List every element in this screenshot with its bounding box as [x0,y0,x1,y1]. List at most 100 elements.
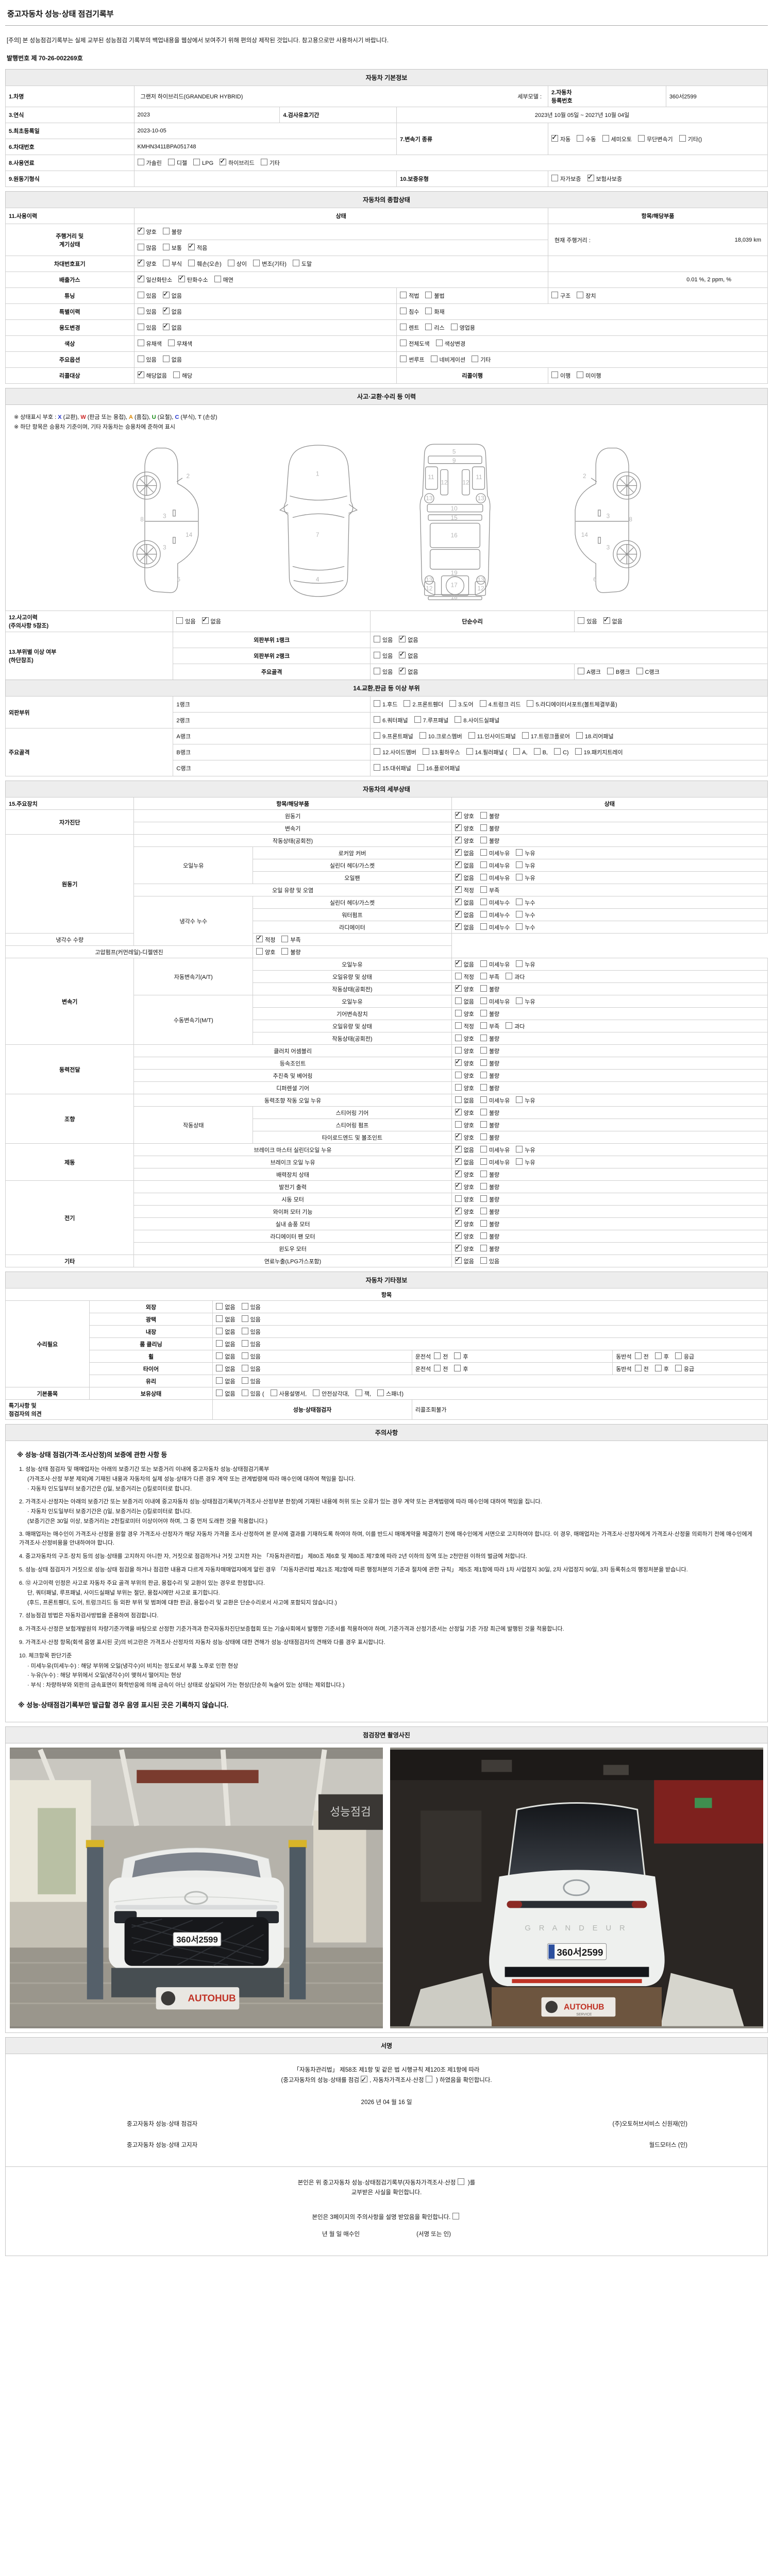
checkbox[interactable] [634,1364,642,1371]
checkbox[interactable] [162,355,170,362]
checkbox-option[interactable]: 양호 [455,1083,474,1092]
checkbox[interactable] [553,748,561,755]
checkbox[interactable] [516,1145,523,1153]
checkbox-option[interactable]: 누유 [516,873,535,882]
checkbox-option[interactable]: 18.리어패널 [576,732,614,740]
checkbox[interactable] [480,873,487,880]
checkbox-option[interactable]: 수동 [577,134,596,143]
checkbox[interactable] [216,1377,223,1384]
checkbox[interactable] [399,666,406,674]
checkbox[interactable] [373,764,380,771]
checkbox[interactable] [455,1121,462,1128]
checkbox[interactable] [455,1046,462,1054]
checkbox-option[interactable]: 불량 [480,1170,499,1179]
checkbox-option[interactable]: 가솔린 [137,159,162,167]
checkbox-option[interactable]: 3.도어 [449,700,474,708]
checkbox[interactable] [425,308,432,314]
checkbox[interactable] [430,355,438,362]
checkbox[interactable] [479,700,486,707]
checkbox-option[interactable]: 미세누유 [480,849,510,857]
checkbox-option[interactable]: 훼손(오손) [188,260,222,268]
checkbox[interactable] [377,1389,384,1396]
checkbox-option[interactable]: 하이브리드 [220,157,255,167]
checkbox-option[interactable]: 9.프론트패널 [373,732,413,740]
checkbox-option[interactable]: 5.라디에이터서포트(볼트체결부품) [527,700,617,708]
checkbox[interactable] [602,134,609,142]
checkbox-option[interactable]: 13.휠하우스 [422,748,460,756]
checkbox[interactable] [455,884,462,893]
checkbox[interactable] [480,1133,487,1140]
checkbox[interactable] [400,308,407,314]
checkbox-option[interactable]: 불량 [480,985,499,993]
checkbox-option[interactable]: 불량 [480,1207,499,1216]
checkbox[interactable] [256,934,263,942]
checkbox-option[interactable]: 없음 [455,1156,474,1166]
checkbox[interactable] [270,1389,277,1396]
checkbox[interactable] [450,324,458,330]
checkbox-option[interactable]: 무채색 [167,340,192,348]
checkbox[interactable] [455,847,462,856]
checkbox[interactable] [480,972,487,979]
checkbox-option[interactable]: 있음 [241,1340,261,1348]
checkbox[interactable] [480,1022,487,1029]
checkbox-option[interactable]: 양호 [455,1230,474,1241]
checkbox-option[interactable]: 없음 [162,290,182,300]
checkbox[interactable] [373,748,380,755]
checkbox[interactable] [577,292,584,298]
checkbox-option[interactable]: 불량 [480,1232,499,1241]
checkbox[interactable] [455,716,462,723]
checkbox-option[interactable]: 불량 [480,1133,499,1142]
checkbox[interactable] [201,615,209,624]
inspection-done-checkbox[interactable] [361,2074,368,2086]
checkbox-option[interactable]: 양호 [455,835,474,845]
checkbox-option[interactable]: 미세누유 [480,997,510,1006]
price-assessment-checkbox[interactable] [425,2075,432,2082]
checkbox-option[interactable]: 썬루프 [400,355,425,364]
checkbox-option[interactable]: 없음 [399,666,418,676]
checkbox-option[interactable]: 없음 [216,1340,236,1348]
checkbox[interactable] [455,958,462,967]
checkbox-option[interactable]: 부족 [480,1022,499,1030]
checkbox[interactable] [216,1302,223,1310]
checkbox[interactable] [188,242,195,250]
checkbox[interactable] [516,1158,523,1165]
checkbox[interactable] [455,1156,462,1165]
checkbox[interactable] [455,1255,462,1264]
checkbox[interactable] [513,748,520,755]
checkbox[interactable] [193,159,200,165]
checkbox-option[interactable]: 부족 [480,886,499,894]
checkbox-option[interactable]: 있음 [137,308,157,316]
checkbox[interactable] [516,997,523,1004]
checkbox[interactable] [675,1364,682,1371]
checkbox[interactable] [176,617,183,624]
checkbox[interactable] [137,355,144,362]
checkbox[interactable] [468,732,475,739]
checkbox[interactable] [506,1022,513,1029]
checkbox[interactable] [241,1315,248,1322]
checkbox-option[interactable]: 침수 [400,308,419,316]
checkbox-option[interactable]: 있음 [137,292,157,300]
checkbox[interactable] [516,910,523,918]
checkbox[interactable] [425,292,432,298]
checkbox[interactable] [480,1232,487,1239]
checkbox-option[interactable]: 미세누유 [480,1158,510,1166]
checkbox[interactable] [373,716,380,723]
checkbox[interactable] [636,668,643,674]
checkbox[interactable] [260,159,267,165]
checkbox-option[interactable]: 기타 [260,159,280,167]
checkbox[interactable] [480,1083,487,1091]
checkbox-option[interactable]: 없음 [162,321,182,332]
checkbox[interactable] [455,921,462,930]
checkbox[interactable] [480,1009,487,1016]
checkbox-option[interactable]: 없음 [216,1302,236,1311]
checkbox[interactable] [455,835,462,843]
checkbox[interactable] [480,1034,487,1041]
checkbox-option[interactable]: 없음 [455,909,474,919]
checkbox-option[interactable]: 영업용 [450,324,475,332]
checkbox[interactable] [281,935,289,942]
checkbox[interactable] [455,1230,462,1239]
checkbox[interactable] [466,748,473,755]
checkbox-option[interactable]: B랭크 [607,668,630,676]
checkbox[interactable] [422,748,429,755]
checkbox-option[interactable]: 자동 [551,133,570,143]
